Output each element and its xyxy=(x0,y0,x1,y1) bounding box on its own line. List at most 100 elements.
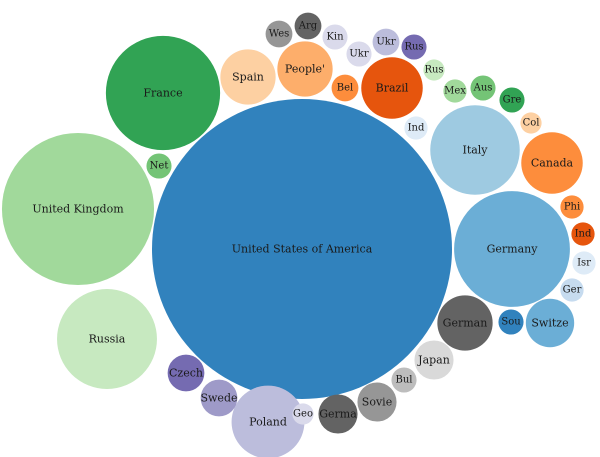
bubble-circle[interactable] xyxy=(322,24,348,50)
bubble-bul-37[interactable]: Bul xyxy=(391,367,417,393)
bubble-circle[interactable] xyxy=(220,49,276,105)
bubble-isr-34[interactable]: Isr xyxy=(572,251,596,275)
bubble-label: Phi xyxy=(564,202,580,213)
bubble-circle[interactable] xyxy=(372,28,400,56)
bubble-circle[interactable] xyxy=(401,34,427,60)
bubble-circle[interactable] xyxy=(391,367,417,393)
bubble-label: Arg xyxy=(298,21,318,32)
bubble-circle[interactable] xyxy=(430,105,520,195)
bubble-circle[interactable] xyxy=(231,385,305,457)
bubble-spain-8[interactable]: Spain xyxy=(220,49,276,105)
bubble-switze-12[interactable]: Switze xyxy=(525,298,575,348)
bubble-label: Ind xyxy=(575,229,592,240)
bubble-label: Germa xyxy=(319,408,357,421)
bubble-circle[interactable] xyxy=(146,153,172,179)
bubble-wes-19[interactable]: Wes xyxy=(265,20,293,48)
bubble-ind-31[interactable]: Ind xyxy=(404,116,428,140)
bubble-label: Switze xyxy=(531,317,568,330)
bubble-label: Germany xyxy=(487,243,539,256)
bubble-bel-26[interactable]: Bel xyxy=(331,74,359,102)
bubble-label: United Kingdom xyxy=(32,203,124,216)
bubble-label: Brazil xyxy=(376,82,409,95)
bubble-sovie-14[interactable]: Sovie xyxy=(357,382,397,422)
bubble-circle[interactable] xyxy=(560,278,584,302)
bubble-united-kingdom-1[interactable]: United Kingdom xyxy=(1,132,155,286)
bubble-circle[interactable] xyxy=(498,309,524,335)
bubble-circle[interactable] xyxy=(200,379,238,417)
bubble-poland-7[interactable]: Poland xyxy=(231,385,305,457)
bubble-circle[interactable] xyxy=(521,132,583,194)
bubble-circle[interactable] xyxy=(423,59,445,81)
bubble-germa-15[interactable]: Germa xyxy=(318,394,358,434)
bubble-circle[interactable] xyxy=(331,74,359,102)
bubble-circle[interactable] xyxy=(105,35,221,151)
bubble-circle[interactable] xyxy=(152,99,452,399)
bubble-label: Ukr xyxy=(376,37,395,48)
bubble-circle[interactable] xyxy=(454,191,570,307)
bubble-circle[interactable] xyxy=(437,295,493,351)
bubble-ukr-22[interactable]: Ukr xyxy=(372,28,400,56)
bubble-people-9[interactable]: People' xyxy=(277,41,333,97)
bubble-ukr-23[interactable]: Ukr xyxy=(346,41,372,67)
bubble-aus-28[interactable]: Aus xyxy=(470,75,496,101)
bubble-circle[interactable] xyxy=(525,298,575,348)
bubble-label: Sou xyxy=(501,317,521,328)
bubble-ind-33[interactable]: Ind xyxy=(571,222,595,246)
bubble-circle[interactable] xyxy=(318,394,358,434)
bubble-circle[interactable] xyxy=(57,289,157,389)
bubble-germany-4[interactable]: Germany xyxy=(454,191,570,307)
bubble-canada-6[interactable]: Canada xyxy=(521,132,583,194)
bubble-japan-13[interactable]: Japan xyxy=(414,340,454,380)
bubble-circle[interactable] xyxy=(499,87,525,113)
bubble-russia-2[interactable]: Russia xyxy=(57,289,157,389)
bubble-label: France xyxy=(143,87,182,100)
bubble-geo-38[interactable]: Geo xyxy=(292,403,314,425)
bubble-label: Russia xyxy=(89,333,126,346)
bubble-label: Bul xyxy=(396,375,413,386)
bubble-net-18[interactable]: Net xyxy=(146,153,172,179)
bubble-circle[interactable] xyxy=(520,112,542,134)
bubble-brazil-10[interactable]: Brazil xyxy=(361,57,423,119)
bubble-circle[interactable] xyxy=(404,116,428,140)
bubble-german-11[interactable]: German xyxy=(437,295,493,351)
bubble-label: Sovie xyxy=(362,396,392,409)
bubble-label: Geo xyxy=(293,409,313,420)
bubble-circle[interactable] xyxy=(414,340,454,380)
bubble-swede-16[interactable]: Swede xyxy=(200,379,238,417)
bubble-circle[interactable] xyxy=(277,41,333,97)
bubble-sou-36[interactable]: Sou xyxy=(498,309,524,335)
bubble-gre-29[interactable]: Gre xyxy=(499,87,525,113)
bubble-ger-35[interactable]: Ger xyxy=(560,278,584,302)
bubble-italy-5[interactable]: Italy xyxy=(430,105,520,195)
bubble-united-states-of-america-0[interactable]: United States of America xyxy=(152,99,452,399)
bubble-circle[interactable] xyxy=(346,41,372,67)
bubble-label: Swede xyxy=(200,392,237,405)
bubble-kin-21[interactable]: Kin xyxy=(322,24,348,50)
bubble-arg-20[interactable]: Arg xyxy=(294,12,322,40)
bubble-circle[interactable] xyxy=(572,251,596,275)
bubble-circle[interactable] xyxy=(470,75,496,101)
bubble-label: Col xyxy=(523,118,540,129)
bubble-label: Ukr xyxy=(349,49,368,60)
bubble-circle[interactable] xyxy=(292,403,314,425)
bubble-rus-24[interactable]: Rus xyxy=(401,34,427,60)
bubble-rus-25[interactable]: Rus xyxy=(423,59,445,81)
bubble-czech-17[interactable]: Czech xyxy=(167,354,205,392)
bubble-circle[interactable] xyxy=(167,354,205,392)
bubble-col-30[interactable]: Col xyxy=(520,112,542,134)
bubble-label: Gre xyxy=(503,95,522,106)
bubble-label: Bel xyxy=(337,83,353,94)
bubble-label: Ger xyxy=(563,285,582,296)
bubble-phi-32[interactable]: Phi xyxy=(560,195,584,219)
bubble-circle[interactable] xyxy=(1,132,155,286)
bubble-circle[interactable] xyxy=(361,57,423,119)
bubble-circle[interactable] xyxy=(357,382,397,422)
bubble-circle[interactable] xyxy=(571,222,595,246)
bubble-circle[interactable] xyxy=(294,12,322,40)
bubble-mex-27[interactable]: Mex xyxy=(443,79,467,103)
bubble-circle[interactable] xyxy=(265,20,293,48)
bubble-france-3[interactable]: France xyxy=(105,35,221,151)
bubble-label: Canada xyxy=(531,157,574,170)
bubble-circle[interactable] xyxy=(443,79,467,103)
bubble-circle[interactable] xyxy=(560,195,584,219)
